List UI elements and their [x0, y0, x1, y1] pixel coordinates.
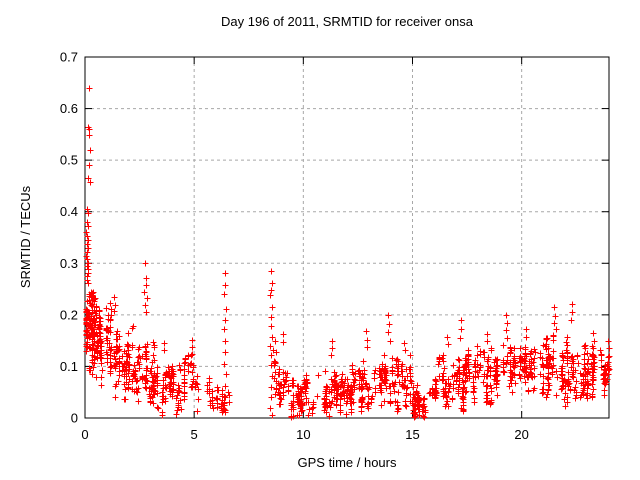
- y-tick-label: 0.2: [60, 307, 78, 322]
- y-tick-label: 0.6: [60, 101, 78, 116]
- x-tick-label: 20: [514, 427, 528, 442]
- y-tick-label: 0.1: [60, 359, 78, 374]
- y-tick-label: 0.3: [60, 256, 78, 271]
- x-tick-label: 5: [191, 427, 198, 442]
- chart-title: Day 196 of 2011, SRMTID for receiver ons…: [221, 14, 473, 29]
- x-tick-label: 10: [296, 427, 310, 442]
- y-tick-label: 0.7: [60, 50, 78, 65]
- y-tick-label: 0.5: [60, 153, 78, 168]
- x-axis-label: GPS time / hours: [297, 455, 397, 470]
- y-tick-label: 0: [71, 411, 78, 426]
- plot-border: [84, 56, 610, 419]
- y-tick-label: 0.4: [60, 204, 78, 219]
- x-tick-label: 0: [81, 427, 88, 442]
- scatter-points: [83, 85, 613, 421]
- x-tick-label: 15: [405, 427, 419, 442]
